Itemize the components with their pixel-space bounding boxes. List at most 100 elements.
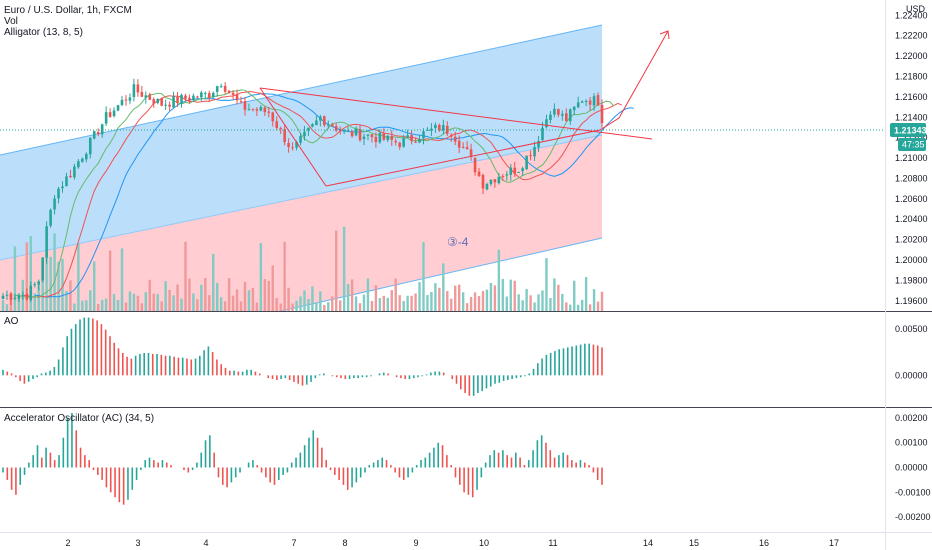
- triangle-upper-line: [259, 87, 653, 140]
- volume-bar: [537, 294, 540, 311]
- alligator-teeth-line: [22, 91, 622, 298]
- volume-bar: [219, 297, 223, 311]
- candle-up: [204, 92, 207, 94]
- candle-down: [382, 133, 386, 140]
- volume-bar: [338, 300, 342, 311]
- volume-bar: [430, 291, 433, 311]
- price-tick-label: 1.19800: [895, 275, 928, 285]
- candle-down: [152, 99, 156, 104]
- volume-bar: [394, 278, 397, 311]
- candle-up: [485, 183, 489, 190]
- projection-arrow-head: [659, 30, 670, 40]
- volume-bar: [227, 278, 231, 311]
- candle-down: [124, 99, 128, 101]
- volume-bar: [45, 252, 48, 311]
- candle-down: [267, 111, 271, 113]
- price-tick-label: 1.22400: [895, 10, 928, 20]
- candle-up: [45, 226, 48, 258]
- volume-bar: [473, 292, 477, 311]
- wave-label: ③-4: [447, 235, 469, 249]
- candle-down: [223, 86, 227, 92]
- symbol-legend[interactable]: Euro / U.S. Dollar, 1h, FXCM: [4, 5, 132, 16]
- volume-legend[interactable]: Vol: [4, 16, 18, 27]
- candle-up: [580, 101, 584, 103]
- candle-down: [291, 147, 294, 149]
- volume-bar: [457, 284, 461, 311]
- volume-bar: [53, 233, 56, 311]
- candle-down: [358, 129, 362, 141]
- candle-up: [73, 166, 76, 178]
- volume-bar: [576, 304, 580, 311]
- volume-bar: [283, 241, 286, 311]
- volume-bar: [120, 248, 124, 311]
- candle-up: [505, 174, 509, 176]
- volume-bar: [204, 277, 207, 311]
- volume-bar: [1, 299, 5, 311]
- time-axis[interactable]: 2 3 4 7 8 9 10 11 14 15 16 17: [65, 538, 839, 548]
- candle-up: [112, 110, 116, 117]
- currency-label[interactable]: USD: [906, 4, 926, 14]
- volume-bar: [406, 295, 409, 311]
- time-tick-label: 10: [479, 538, 489, 548]
- ao-price-labels: 0.00500 0.00000: [895, 324, 928, 381]
- volume-bar: [465, 303, 469, 311]
- volume-bar: [398, 295, 401, 311]
- volume-bar: [104, 298, 108, 311]
- candle-down: [449, 134, 453, 137]
- osc-tick-label: 0.00000: [895, 370, 928, 380]
- candle-down: [457, 140, 461, 148]
- volume-bar: [231, 295, 235, 311]
- candle-down: [334, 125, 338, 131]
- volume-bar: [37, 285, 40, 311]
- price-tick-label: 1.21400: [895, 112, 928, 122]
- candle-up: [21, 294, 25, 296]
- volume-bar: [454, 285, 457, 311]
- time-tick-label: 4: [203, 538, 208, 548]
- alligator-legend[interactable]: Alligator (13, 8, 5): [4, 27, 83, 38]
- ao-pane[interactable]: AO: [2, 316, 603, 396]
- candles: [1, 78, 604, 306]
- osc-tick-label: 0.00100: [895, 438, 928, 448]
- candle-down: [374, 136, 378, 143]
- volume-bar: [541, 290, 544, 311]
- volume-bar: [319, 291, 322, 311]
- candle-up: [259, 106, 263, 111]
- ao-title[interactable]: AO: [4, 316, 19, 327]
- ac-pane[interactable]: Accelerator Oscillator (AC) (34, 5): [2, 412, 603, 505]
- volume-bar: [485, 289, 489, 311]
- price-tick-label: 1.20800: [895, 173, 928, 183]
- volume-bar: [108, 250, 112, 311]
- candle-down: [338, 130, 342, 132]
- volume-bar: [362, 294, 366, 311]
- price-pane[interactable]: ③-4 Euro / U.S. Dollar, 1h, FXCM Vol All…: [0, 5, 885, 375]
- volume-bar: [422, 242, 425, 311]
- volume-bar: [350, 279, 354, 311]
- ac-title[interactable]: Accelerator Oscillator (AC) (34, 5): [4, 413, 154, 424]
- candle-up: [545, 119, 548, 128]
- candle-up: [489, 179, 493, 184]
- volume-bar: [89, 290, 92, 311]
- main-price-labels: 1.22400 1.22200 1.22000 1.21800 1.21600 1.214…: [895, 10, 928, 306]
- candle-down: [160, 98, 163, 106]
- price-tick-label: 1.20200: [895, 235, 928, 245]
- candle-up: [120, 100, 124, 105]
- volume-bar: [69, 280, 72, 311]
- volume-bar: [469, 297, 473, 311]
- volume-bar: [223, 301, 227, 311]
- candle-down: [231, 92, 235, 95]
- volume-bar: [184, 241, 187, 311]
- candle-up: [442, 125, 445, 131]
- candle-up: [192, 95, 195, 101]
- ac-histogram: [2, 412, 603, 505]
- candle-up: [116, 105, 120, 111]
- price-axis[interactable]: USD 1.224001.222001.220001.218001.216001…: [890, 4, 931, 522]
- candle-up: [180, 94, 183, 104]
- candle-up: [144, 95, 148, 98]
- price-tick-label: 1.22200: [895, 31, 928, 41]
- volume-bar: [307, 298, 310, 311]
- candle-up: [378, 132, 382, 143]
- candle-up: [584, 100, 588, 102]
- osc-tick-label: -0.00200: [895, 512, 931, 522]
- candle-down: [235, 94, 239, 101]
